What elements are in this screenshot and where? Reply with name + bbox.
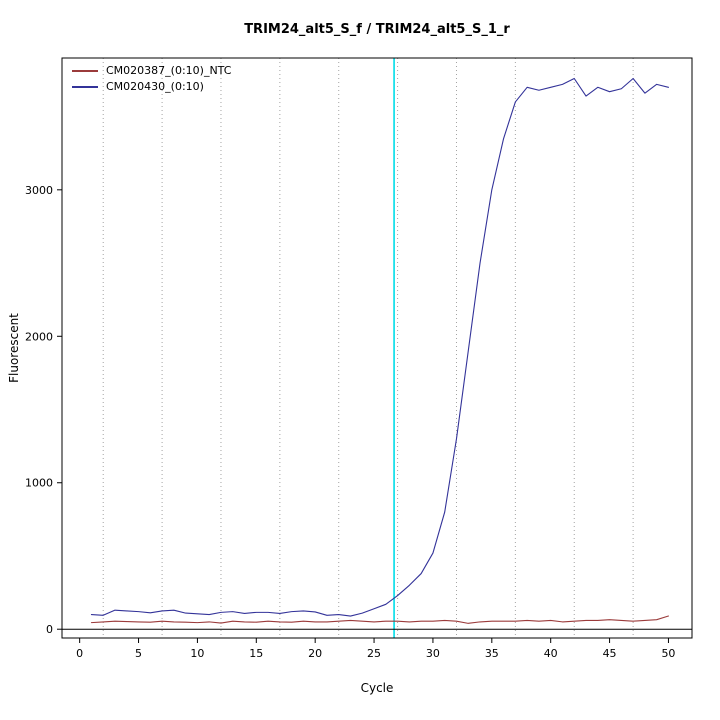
sample-line-swatch bbox=[72, 85, 98, 88]
x-tick-label: 50 bbox=[661, 647, 675, 660]
y-tick-label: 2000 bbox=[25, 330, 53, 343]
y-axis-label: Fluorescent bbox=[7, 313, 21, 383]
series-line bbox=[90, 615, 669, 624]
legend-item: CM020430_(0:10) bbox=[72, 80, 231, 93]
x-tick-label: 15 bbox=[249, 647, 263, 660]
series-line bbox=[90, 77, 669, 617]
x-tick-label: 10 bbox=[190, 647, 204, 660]
y-tick-label: 1000 bbox=[25, 477, 53, 490]
x-tick-label: 35 bbox=[485, 647, 499, 660]
x-tick-label: 20 bbox=[308, 647, 322, 660]
x-tick-label: 0 bbox=[76, 647, 83, 660]
x-tick-label: 40 bbox=[544, 647, 558, 660]
y-tick-label: 3000 bbox=[25, 184, 53, 197]
legend-label-ntc: CM020387_(0:10)_NTC bbox=[106, 64, 232, 77]
x-tick-label: 25 bbox=[367, 647, 381, 660]
legend-label-sample: CM020430_(0:10) bbox=[106, 80, 204, 93]
x-tick-label: 5 bbox=[135, 647, 142, 660]
y-tick-label: 0 bbox=[46, 623, 53, 636]
legend: CM020387_(0:10)_NTC CM020430_(0:10) bbox=[72, 64, 231, 93]
x-axis-label: Cycle bbox=[360, 681, 394, 695]
chart-title: TRIM24_alt5_S_f / TRIM24_alt5_S_1_r bbox=[244, 22, 510, 37]
x-tick-label: 30 bbox=[426, 647, 440, 660]
ntc-line-swatch bbox=[72, 69, 98, 72]
legend-item: CM020387_(0:10)_NTC bbox=[72, 64, 231, 77]
x-tick-label: 45 bbox=[603, 647, 617, 660]
plot-border bbox=[61, 57, 693, 639]
